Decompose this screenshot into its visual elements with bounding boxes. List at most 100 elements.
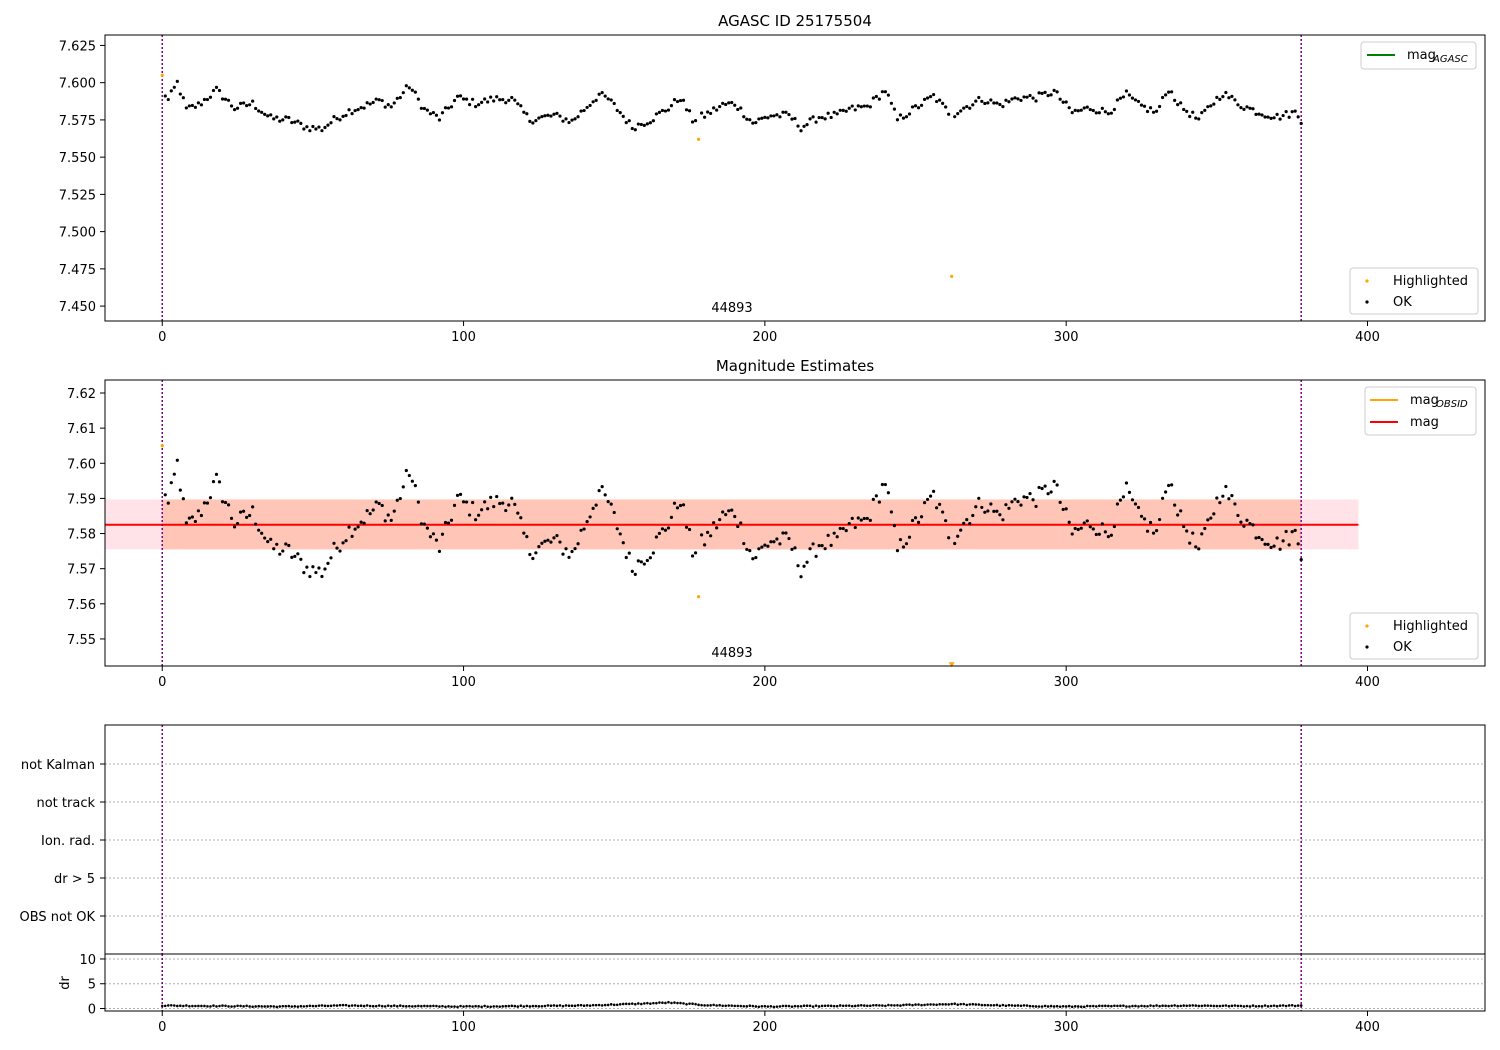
dr-point [612, 1003, 616, 1007]
ok-point [805, 560, 809, 564]
ok-point [232, 525, 237, 529]
ok-point [814, 554, 818, 558]
dr-point [618, 1002, 622, 1006]
ok-point [1151, 110, 1156, 114]
panel2-obsid-label: 44893 [711, 646, 752, 661]
dr-point [875, 1003, 878, 1007]
ok-point [1052, 479, 1056, 483]
ok-point [199, 103, 204, 107]
ok-point [1197, 547, 1201, 551]
ok-point [678, 503, 683, 508]
dr-point [1019, 1004, 1023, 1008]
ok-point [178, 92, 182, 96]
dr-point [1263, 1004, 1267, 1007]
legend-highlighted-label: Highlighted [1393, 274, 1468, 289]
ok-point [166, 97, 170, 102]
dr-point [863, 1004, 866, 1007]
ok-point [359, 520, 363, 524]
dr-point [670, 1001, 673, 1005]
dr-point [742, 1004, 746, 1008]
ok-point [1082, 106, 1086, 110]
p2-xtick-label: 200 [752, 675, 777, 690]
dr-point [564, 1004, 568, 1007]
ok-point [856, 516, 860, 520]
ok-point [211, 88, 216, 93]
flag-label-dr-gt-5: dr > 5 [54, 872, 95, 887]
ok-point [1073, 108, 1077, 112]
ok-point [826, 533, 830, 537]
ok-point [311, 565, 315, 569]
dr-point [1194, 1004, 1198, 1007]
ok-point [217, 480, 222, 484]
ok-point [925, 96, 930, 100]
ok-point [263, 536, 267, 540]
ok-point [895, 118, 900, 122]
ok-point [883, 482, 887, 487]
dr-point [965, 1003, 969, 1007]
ok-point [1296, 542, 1300, 546]
ok-point [1269, 545, 1273, 550]
dr-point [377, 1004, 381, 1007]
ok-point [1293, 109, 1297, 113]
ok-point [338, 549, 342, 553]
dr-point [510, 1004, 514, 1008]
ok-point [245, 515, 249, 519]
ok-point [190, 103, 194, 108]
ok-point [368, 512, 372, 516]
ok-point [871, 497, 875, 501]
ok-point [1079, 526, 1083, 530]
ok-point [841, 526, 845, 531]
ok-point [540, 541, 544, 545]
dr-point [878, 1004, 881, 1007]
dr-point [1101, 1004, 1104, 1008]
ok-point [594, 98, 598, 103]
dr-point [1245, 1004, 1249, 1008]
dr-point [751, 1004, 755, 1008]
ok-point [1094, 532, 1098, 537]
dr-point [869, 1004, 872, 1008]
ok-point [368, 102, 372, 106]
dr-point [1058, 1005, 1062, 1008]
dr-point [546, 1004, 550, 1007]
dr-point [1173, 1004, 1176, 1007]
ok-point [829, 543, 833, 547]
ok-point [284, 542, 288, 546]
ok-point [356, 525, 360, 529]
ok-point [353, 527, 357, 531]
dr-point [561, 1004, 565, 1008]
dr-point [1197, 1004, 1201, 1008]
ok-point [1034, 504, 1038, 509]
ok-point [1091, 108, 1095, 113]
dr-point [456, 1005, 459, 1009]
flag-label-obs-not-ok: OBS not OK [20, 910, 96, 925]
ok-point [618, 532, 622, 536]
ok-point [452, 503, 457, 507]
dr-point [242, 1005, 245, 1008]
dr-point [603, 1003, 607, 1007]
dr-point [890, 1003, 893, 1007]
ok-point [998, 513, 1002, 517]
ok-point [835, 112, 839, 116]
ok-point [799, 575, 803, 579]
ok-point [624, 555, 628, 560]
dr-point [1272, 1004, 1276, 1007]
agasc-magnitude-panel: AGASC ID 25175504 0 100 200 300 400 7.450 7.47… [59, 12, 1486, 345]
ok-point [1287, 543, 1291, 547]
p1-xtick-label: 400 [1355, 330, 1380, 345]
dr-point [386, 1004, 390, 1007]
ok-point [552, 536, 556, 540]
dr-point [483, 1004, 486, 1008]
ok-point [504, 101, 508, 105]
ok-point [953, 115, 957, 119]
ok-point [823, 547, 827, 551]
ok-point [1004, 98, 1008, 102]
ok-point [784, 531, 788, 535]
ok-point [928, 494, 933, 498]
ok-point [573, 117, 577, 121]
ok-point [1230, 94, 1234, 98]
dr-point [215, 1005, 218, 1008]
dr-point [389, 1004, 393, 1008]
ok-point [467, 513, 472, 517]
legend2-highlighted-label: Highlighted [1393, 619, 1468, 634]
ok-point [672, 501, 677, 505]
